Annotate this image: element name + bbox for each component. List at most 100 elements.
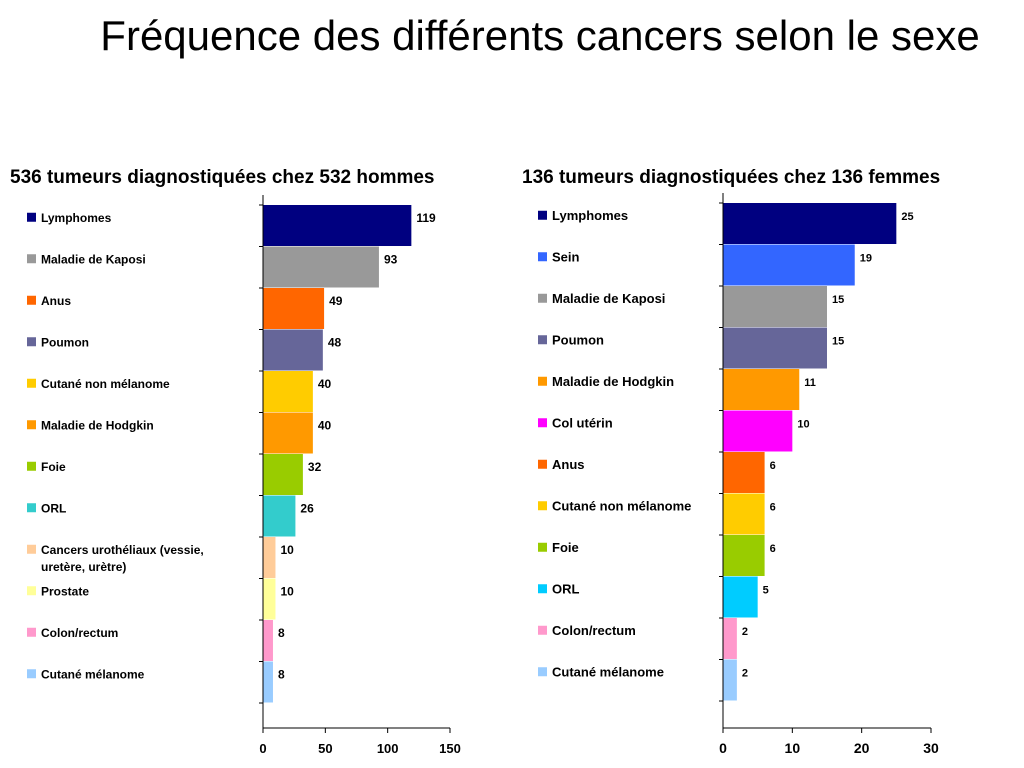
bar-men-4 [263,371,313,412]
legend-label: Maladie de Hodgkin [41,418,154,432]
bar-men-5 [263,412,313,454]
bar-men-6 [263,454,303,495]
legend-label: Foie [41,460,66,474]
legend-marker [27,627,36,637]
legend-label: Cutané non mélanome [41,377,170,391]
page-title: Fréquence des différents cancers selon l… [100,12,980,59]
legend-marker [538,625,547,635]
bar-men-9 [263,578,276,620]
legend-marker [538,376,547,386]
data-label: 6 [770,543,776,555]
legend-label: Lymphomes [552,208,628,223]
legend-marker [27,544,36,554]
legend-label: Cancers urothéliaux (vessie, [41,543,204,557]
data-label: 15 [832,335,844,347]
legend-label: Anus [41,294,71,308]
data-label: 40 [318,418,332,432]
data-label: 2 [742,626,748,638]
data-label: 32 [308,460,322,474]
x-tick-label: 0 [259,741,266,756]
x-tick-label: 10 [785,740,801,756]
data-label: 8 [278,667,285,681]
bar-women-9 [723,576,758,618]
data-label: 93 [384,252,398,266]
bar-men-0 [263,205,412,246]
legend-label: ORL [552,581,580,596]
legend-marker [538,667,547,677]
bar-men-3 [263,329,323,371]
legend-marker [538,501,547,511]
bar-women-3 [723,327,827,369]
legend-marker [538,252,547,262]
legend-marker [27,378,36,388]
x-tick-label: 150 [439,741,461,756]
legend-label: Poumon [41,335,89,349]
x-tick-label: 100 [377,741,399,756]
men-bar-chart: 119 Lymphomes 93 Maladie de Kaposi 49 Anus 48 P… [27,195,461,756]
data-label: 15 [832,294,844,306]
bar-women-2 [723,286,827,327]
bar-women-10 [723,618,737,659]
legend-label: uretère, urètre) [41,560,126,574]
data-label: 8 [278,626,285,640]
legend-marker [538,418,547,428]
women-chart-title: 136 tumeurs diagnostiquées chez 136 femm… [522,167,941,188]
legend-label: Anus [552,457,585,472]
legend-label: Prostate [41,584,89,598]
legend-label: Col utérin [552,415,613,430]
data-label: 6 [770,501,776,513]
bar-women-11 [723,659,737,701]
legend-label: Maladie de Kaposi [552,291,665,306]
legend-marker [538,293,547,303]
bar-women-7 [723,493,765,535]
bar-men-8 [263,537,276,578]
legend-marker [27,420,36,430]
legend-marker [538,584,547,594]
legend-label: Poumon [552,332,604,347]
legend-marker [538,335,547,345]
legend-marker [27,586,36,596]
legend-marker [27,503,36,513]
x-tick-label: 50 [318,741,332,756]
legend-label: Maladie de Kaposi [41,252,146,266]
data-label: 48 [328,335,342,349]
bar-men-7 [263,495,296,537]
men-chart-title: 536 tumeurs diagnostiquées chez 532 homm… [10,167,435,188]
bar-women-5 [723,410,793,452]
data-label: 10 [280,543,294,557]
bar-men-2 [263,288,325,329]
legend-marker [538,542,547,552]
legend-marker [538,210,547,220]
data-label: 6 [770,460,776,472]
legend-label: Lymphomes [41,211,112,225]
legend-label: ORL [41,501,66,515]
data-label: 5 [763,584,769,596]
data-label: 49 [329,294,343,308]
legend-marker [27,337,36,347]
data-label: 26 [300,501,314,515]
bar-women-1 [723,244,855,286]
legend-label: Maladie de Hodgkin [552,374,674,389]
legend-label: Colon/rectum [552,623,636,638]
bar-women-8 [723,535,765,576]
bar-men-11 [263,661,273,703]
legend-marker [27,669,36,679]
legend-marker [27,295,36,305]
bar-men-10 [263,620,273,661]
data-label: 2 [742,667,748,679]
bar-women-4 [723,369,800,410]
x-tick-label: 20 [854,740,870,756]
bar-men-1 [263,246,379,288]
data-label: 25 [901,211,913,223]
legend-label: Cutané mélanome [41,667,145,681]
data-label: 119 [416,211,436,225]
legend-label: Cutané mélanome [552,664,664,679]
legend-label: Foie [552,540,579,555]
legend-marker [27,461,36,471]
legend-label: Colon/rectum [41,626,118,640]
legend-marker [538,459,547,469]
data-label: 40 [318,377,332,391]
data-label: 11 [804,377,816,389]
bar-women-6 [723,452,765,493]
